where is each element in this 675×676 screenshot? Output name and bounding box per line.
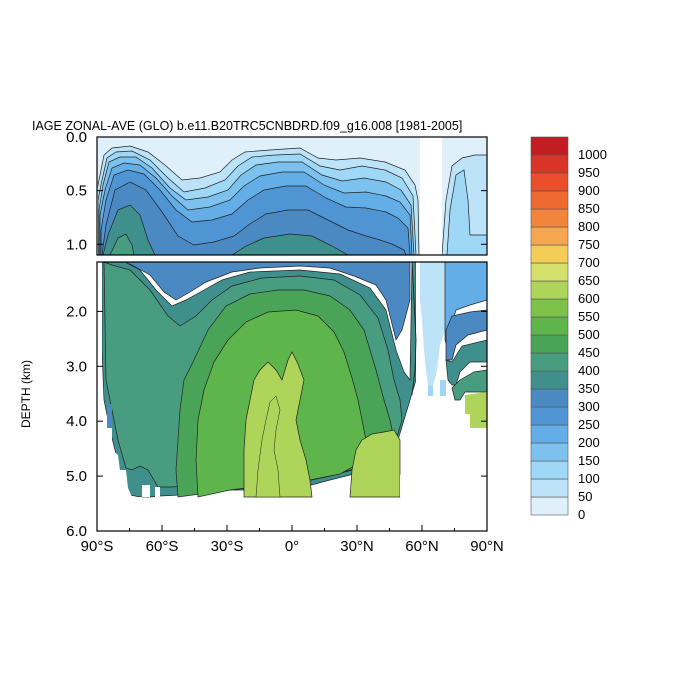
colorbar-label: 950 <box>578 165 600 180</box>
lower-fill-300 <box>102 262 411 341</box>
y-upper-tick-label: 0.5 <box>66 183 87 200</box>
upper-frame <box>96 136 488 256</box>
lower-arctic-400 <box>451 369 487 401</box>
colorbar-label: 200 <box>578 435 600 450</box>
colorbar-label: 600 <box>578 291 600 306</box>
x-tick-label: 30°S <box>211 538 244 555</box>
y-lower-tick-label: 6.0 <box>66 523 87 540</box>
upper-fill-400 <box>109 233 135 255</box>
x-tick-label: 0° <box>285 538 299 555</box>
colorbar-swatch <box>530 190 569 210</box>
chart-title: IAGE ZONAL-AVE (GLO) b.e11.B20TRC5CNBDRD… <box>32 119 462 133</box>
x-tick-label: 60°N <box>405 538 439 555</box>
lower-panel <box>97 262 487 531</box>
colorbar-label: 900 <box>578 183 600 198</box>
axis-tick-labels: 90°S 60°S 30°S 0° 30°N 60°N 90°N 0.0 0.5 1.0 2.0 3.… <box>66 129 504 555</box>
colorbar-swatch <box>530 226 569 246</box>
colorbar-swatch <box>530 460 569 480</box>
y-lower-tick-label: 5.0 <box>66 468 87 485</box>
upper-fill-100-arctic <box>446 169 487 255</box>
lower-arctic-50 <box>420 262 445 386</box>
lower-arctic-300 <box>445 309 487 361</box>
colorbar-swatch <box>530 496 569 516</box>
colorbar-label: 150 <box>578 453 600 468</box>
upper-fill-350 <box>102 204 349 255</box>
axes-ticks <box>96 136 488 532</box>
x-tick-label: 90°S <box>81 538 114 555</box>
x-tick-label: 60°S <box>146 538 179 555</box>
colorbar-label: 800 <box>578 219 600 234</box>
colorbar-label: 500 <box>578 327 600 342</box>
colorbar-swatch <box>530 406 569 426</box>
upper-panel <box>97 137 487 255</box>
lower-nodata-bottom-steps <box>142 485 160 497</box>
lower-arctic-550 <box>465 392 487 428</box>
colorbar-swatch <box>530 334 569 354</box>
colorbar-label: 550 <box>578 309 600 324</box>
colorbar-label: 50 <box>578 489 592 504</box>
colorbar-label: 750 <box>578 237 600 252</box>
y-upper-tick-label: 1.0 <box>66 236 87 253</box>
colorbar-swatch <box>530 262 569 282</box>
y-lower-tick-label: 3.0 <box>66 358 87 375</box>
colorbar-swatch <box>530 424 569 444</box>
lower-nodata-southedge <box>97 262 142 531</box>
colorbar-label: 450 <box>578 345 600 360</box>
colorbar-label: 350 <box>578 381 600 396</box>
colorbar: 0 50 100 150 200 250 300 350 400 450 500 550 600 650 7… <box>530 136 607 522</box>
colorbar-swatch <box>530 316 569 336</box>
lower-south-edge-blue <box>107 404 112 428</box>
colorbar-swatch <box>530 280 569 300</box>
colorbar-swatch <box>530 136 569 156</box>
y-axis-label: DEPTH (km) <box>19 360 33 428</box>
lower-fill-600-a <box>255 395 281 498</box>
colorbar-swatch <box>530 388 569 408</box>
colorbar-label: 650 <box>578 273 600 288</box>
colorbar-label: 0 <box>578 507 585 522</box>
lower-ridge-line <box>411 262 417 396</box>
colorbar-swatch <box>530 352 569 372</box>
y-lower-tick-label: 2.0 <box>66 303 87 320</box>
colorbar-label: 100 <box>578 471 600 486</box>
upper-fill-300 <box>101 181 407 255</box>
lower-arctic-350 <box>445 339 487 386</box>
lower-arctic-100-gap <box>428 380 446 396</box>
lower-fill-550-b <box>349 429 401 498</box>
colorbar-label: 300 <box>578 399 600 414</box>
y-upper-tick-label: 0.0 <box>66 129 87 146</box>
upper-nodata-band <box>420 137 442 255</box>
y-lower-tick-label: 4.0 <box>66 413 87 430</box>
colorbar-label: 1000 <box>578 147 607 162</box>
colorbar-swatch <box>530 208 569 228</box>
lower-nodata-bottom <box>97 262 487 531</box>
colorbar-swatch <box>530 172 569 192</box>
colorbar-label: 700 <box>578 255 600 270</box>
colorbar-label: 250 <box>578 417 600 432</box>
colorbar-swatch <box>530 442 569 462</box>
x-tick-label: 30°N <box>340 538 374 555</box>
colorbar-swatch <box>530 298 569 318</box>
colorbar-label: 850 <box>578 201 600 216</box>
x-tick-label: 90°N <box>470 538 504 555</box>
colorbar-label: 400 <box>578 363 600 378</box>
colorbar-swatch <box>530 244 569 264</box>
colorbar-swatch <box>530 478 569 498</box>
colorbar-swatch <box>530 370 569 390</box>
colorbar-swatch <box>530 154 569 174</box>
